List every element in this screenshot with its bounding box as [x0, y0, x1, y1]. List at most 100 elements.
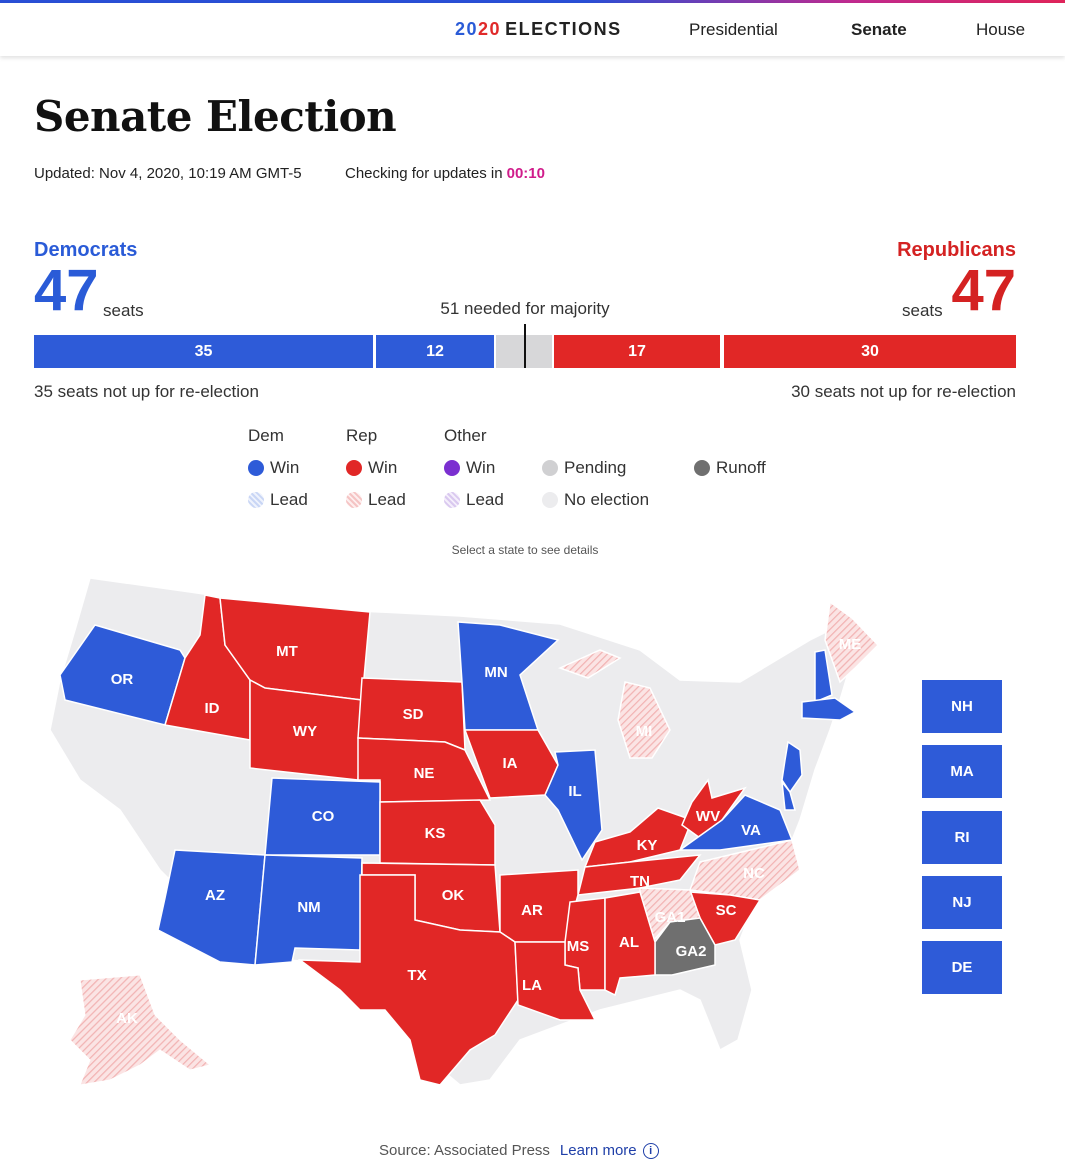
elections-brand[interactable]: 2020 ELECTIONS	[455, 19, 622, 40]
label-AR: AR	[521, 902, 543, 919]
other-win-swatch-icon	[444, 460, 460, 476]
us-senate-map: OR ID MT WY SD NE MN IA IL MI ME CO KS K…	[49, 577, 880, 1086]
rep-seat-count: 47	[951, 258, 1016, 323]
update-checker: Checking for updates in 00:10	[345, 165, 545, 182]
state-DE-shape[interactable]	[780, 779, 796, 811]
legend-runoff: Runoff	[694, 458, 766, 478]
state-LA[interactable]	[514, 941, 597, 1021]
state-KS[interactable]	[379, 799, 496, 866]
label-AL: AL	[619, 934, 639, 951]
legend-text: Win	[270, 458, 300, 477]
pending-swatch-icon	[542, 460, 558, 476]
small-state-NJ[interactable]: NJ	[922, 876, 1002, 929]
label-NC: NC	[743, 865, 765, 882]
label-MI: MI	[636, 723, 653, 740]
page-title: Senate Election	[34, 92, 397, 141]
legend-other-lead: Lead	[444, 490, 504, 510]
label-AK: AK	[116, 1010, 138, 1027]
legend-text: Lead	[466, 490, 504, 509]
rep-lead-swatch-icon	[346, 492, 362, 508]
rep-party-name: Republicans	[897, 239, 1016, 261]
checking-label: Checking for updates in	[345, 165, 503, 182]
legend-dem-win: Win	[248, 458, 299, 478]
brand-year-part-a: 20	[455, 19, 479, 39]
alaska-outline	[69, 974, 212, 1086]
label-ID: ID	[205, 700, 220, 717]
legend-dem-heading: Dem	[248, 426, 284, 445]
info-icon[interactable]: i	[642, 1142, 659, 1159]
no-election-swatch-icon	[542, 492, 558, 508]
label-GA1: GA1	[655, 909, 686, 926]
state-NM[interactable]	[254, 854, 363, 966]
state-MI[interactable]	[557, 649, 671, 759]
top-nav: 2020 ELECTIONS Presidential Senate House	[0, 3, 1065, 56]
dem-lead-swatch-icon	[248, 492, 264, 508]
small-state-DE[interactable]: DE	[922, 941, 1002, 994]
label-TN: TN	[630, 873, 650, 890]
label-CO: CO	[312, 808, 335, 825]
state-VA[interactable]	[677, 794, 794, 851]
dem-win-swatch-icon	[248, 460, 264, 476]
small-state-MA[interactable]: MA	[922, 745, 1002, 798]
rep-not-up-label: 30 seats not up for re-election	[791, 382, 1016, 401]
legend-text: Lead	[270, 490, 308, 509]
brand-title: ELECTIONS	[505, 19, 622, 39]
label-WV: WV	[696, 808, 720, 825]
legend-rep-win: Win	[346, 458, 397, 478]
source-line: Source: Associated Press Learn more i	[379, 1142, 659, 1159]
legend-other-heading: Other	[444, 426, 487, 445]
state-IL[interactable]	[544, 749, 603, 862]
label-GA2: GA2	[676, 943, 707, 960]
small-state-RI[interactable]: RI	[922, 811, 1002, 864]
small-state-NH[interactable]: NH	[922, 680, 1002, 733]
legend-text: Pending	[564, 458, 627, 477]
legend-dem-lead: Lead	[248, 490, 308, 510]
legend-no-election: No election	[542, 490, 649, 510]
label-IA: IA	[503, 755, 518, 772]
update-countdown: 00:10	[506, 165, 545, 182]
top-accent-line	[0, 0, 1065, 3]
bar-dem-not-up: 35	[34, 335, 373, 368]
state-AL[interactable]	[604, 891, 656, 997]
legend-text: Lead	[368, 490, 406, 509]
bar-dem-won: 12	[376, 335, 494, 368]
brand-year-part-b: 20	[478, 19, 502, 39]
select-state-hint: Select a state to see details	[451, 543, 599, 557]
label-MS: MS	[567, 938, 590, 955]
label-AZ: AZ	[205, 887, 225, 904]
other-lead-swatch-icon	[444, 492, 460, 508]
rep-seats-word: seats	[902, 301, 943, 320]
legend-text: Runoff	[716, 458, 766, 477]
state-ME[interactable]	[824, 600, 880, 684]
nav-presidential[interactable]: Presidential	[689, 20, 778, 39]
label-NE: NE	[414, 765, 435, 782]
nav-house[interactable]: House	[976, 20, 1026, 39]
legend-text: Win	[368, 458, 398, 477]
label-MN: MN	[484, 664, 507, 681]
rep-win-swatch-icon	[346, 460, 362, 476]
dem-seat-count: 47	[34, 258, 99, 323]
label-SC: SC	[716, 902, 737, 919]
label-KS: KS	[425, 825, 446, 842]
state-MA-shape[interactable]	[801, 697, 857, 721]
majority-marker	[524, 324, 526, 368]
state-NH-shape[interactable]	[814, 649, 833, 704]
legend-pending: Pending	[542, 458, 626, 478]
label-ME: ME	[839, 636, 862, 653]
label-KY: KY	[637, 837, 658, 854]
state-WY[interactable]	[249, 678, 363, 781]
state-MN[interactable]	[457, 621, 560, 731]
label-VA: VA	[741, 822, 761, 839]
nav-senate[interactable]: Senate	[851, 20, 907, 39]
state-WV[interactable]	[681, 778, 747, 839]
label-SD: SD	[403, 706, 424, 723]
learn-more-link[interactable]: Learn more	[559, 1142, 637, 1159]
state-AZ[interactable]	[157, 849, 266, 966]
source-text: Source: Associated Press	[379, 1142, 550, 1159]
legend-rep-heading: Rep	[346, 426, 378, 445]
legend-text: Win	[466, 458, 496, 477]
label-WY: WY	[293, 723, 317, 740]
state-TX[interactable]	[297, 874, 519, 1086]
dem-party-name: Democrats	[34, 239, 138, 261]
bar-rep-won: 17	[554, 335, 720, 368]
